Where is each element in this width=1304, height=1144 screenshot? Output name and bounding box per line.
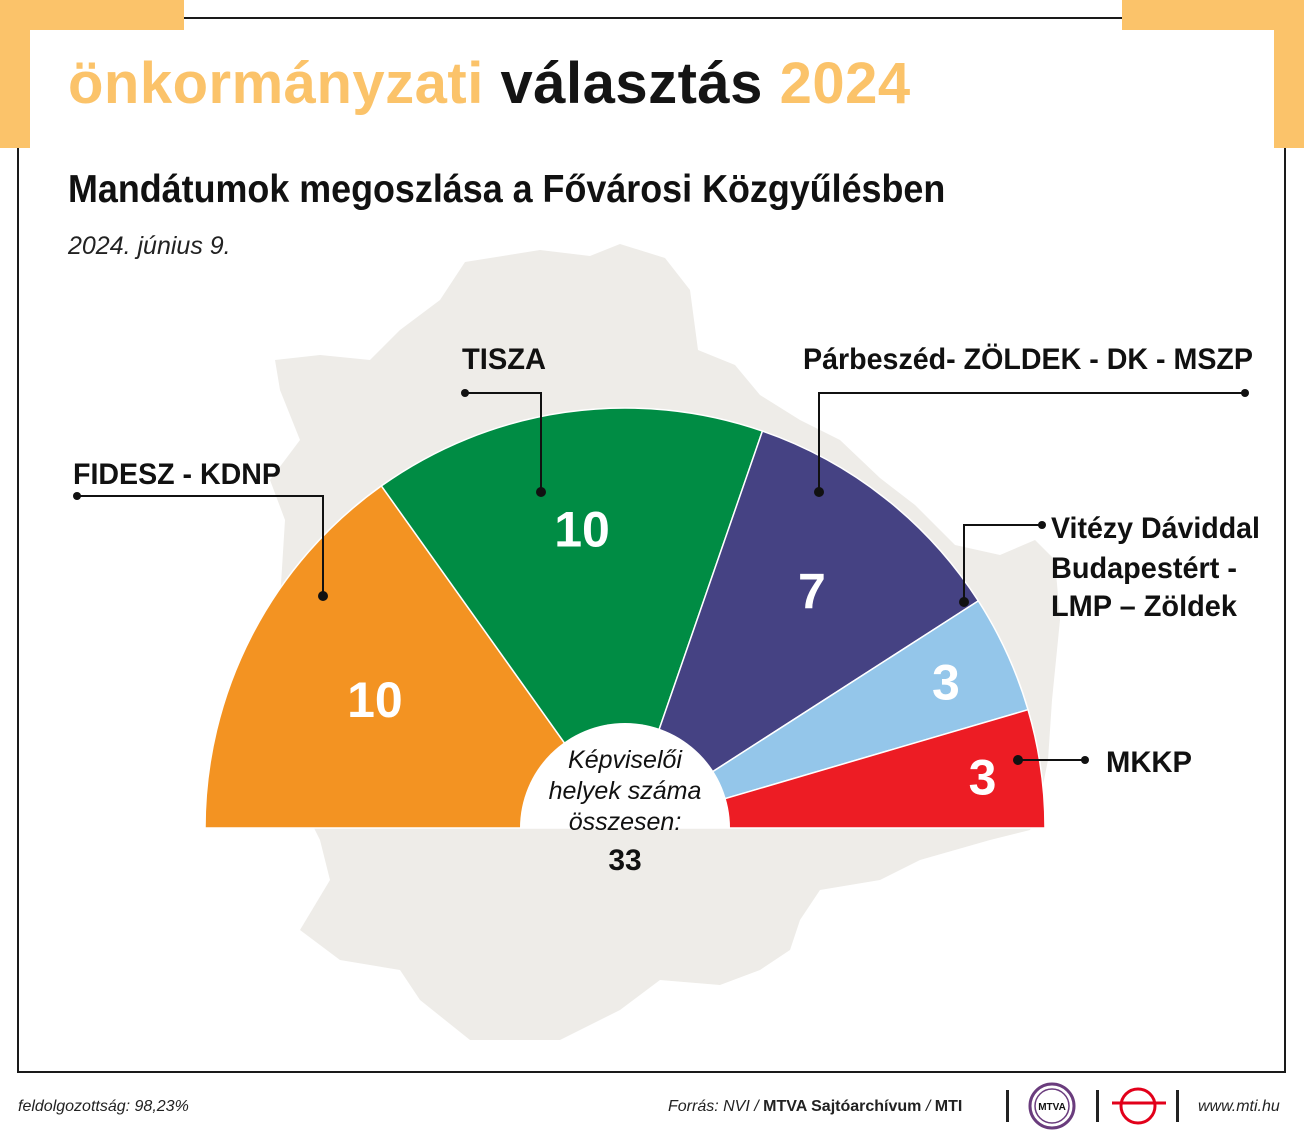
- callout-dot-vitezy: [1038, 521, 1046, 529]
- callout-dot-parbeszed: [814, 487, 824, 497]
- source-prefix: Forrás: NVI /: [668, 1098, 759, 1115]
- callouts: FIDESZ - KDNP TISZA Párbeszéd- ZÖLDEK - …: [73, 343, 1260, 779]
- callout-line-tisza: [465, 392, 542, 492]
- mti-logo-icon: [1119, 1087, 1157, 1125]
- center-label-line3: összesen:: [569, 808, 682, 836]
- legend-label-tisza: TISZA: [462, 343, 546, 376]
- source-bold: MTVA Sajtóarchívum: [763, 1098, 922, 1115]
- callout-dot-parbeszed: [1241, 389, 1249, 397]
- callout-dot-fidesz: [318, 591, 328, 601]
- center-label-line1: Képviselői: [568, 746, 683, 774]
- brand-title: önkormányzati választás 2024: [68, 50, 911, 117]
- chart-date: 2024. június 9.: [68, 232, 231, 260]
- seat-value-fidesz: 10: [347, 672, 403, 728]
- callout-line-parbeszed: [818, 392, 1245, 492]
- center-circle: [520, 723, 730, 828]
- callout-line-vitezy: [963, 524, 1042, 602]
- processed-note: feldolgozottság: 98,23%: [18, 1098, 189, 1116]
- legend-label-fidesz: FIDESZ - KDNP: [73, 458, 281, 491]
- segment-tisza: [380, 407, 764, 830]
- value-labels: 10 10 7 33: [347, 502, 996, 806]
- source-bold2: MTI: [934, 1098, 963, 1115]
- callout-dot-tisza: [536, 487, 546, 497]
- seat-value-parbeszed: 7: [798, 563, 826, 619]
- total-seats: 33: [608, 844, 641, 877]
- seat-value-tisza: 10: [554, 502, 610, 558]
- corner-right: [1122, 0, 1304, 30]
- center-label-line2: helyek száma: [549, 777, 702, 805]
- callout-line-fidesz: [77, 495, 324, 596]
- brand-part1: önkormányzati: [68, 51, 484, 116]
- callout-dot-mkkp: [1013, 755, 1023, 765]
- footer-separator: [1176, 1090, 1179, 1122]
- source-note: Forrás: NVI / MTVA Sajtóarchívum / MTI: [668, 1098, 962, 1116]
- legend-label-vitezy-line2: Budapestért -: [1051, 552, 1237, 585]
- center-hole: Képviselői helyek száma összesen: 33: [520, 723, 730, 877]
- legend-label-vitezy-line3: LMP – Zöldek: [1051, 590, 1237, 623]
- source-suffix: /: [925, 1098, 931, 1115]
- corner-left: [0, 0, 184, 30]
- seat-value-vitezy: 3: [932, 654, 960, 710]
- processed-text: feldolgozottság: 98,23%: [18, 1098, 189, 1115]
- mtva-logo-icon: [1034, 1088, 1070, 1124]
- brand-part2: választás: [500, 51, 763, 116]
- legend-label-parbeszed: Párbeszéd- ZÖLDEK - DK - MSZP: [803, 343, 1253, 376]
- callout-dot-tisza: [461, 389, 469, 397]
- chart-title: Mandátumok megoszlása a Fővárosi Közgyűl…: [68, 168, 946, 211]
- website: www.mti.hu: [1198, 1098, 1280, 1116]
- corner-left: [0, 0, 30, 148]
- mtva-logo-icon: [1028, 1082, 1076, 1130]
- website-text: www.mti.hu: [1198, 1098, 1280, 1115]
- segments: [204, 407, 1046, 830]
- segment-mkkp: [624, 708, 1046, 829]
- corner-right: [1274, 0, 1304, 148]
- footer-separator: [1006, 1090, 1009, 1122]
- legend-label-mkkp: MKKP: [1106, 746, 1192, 779]
- legend-label-vitezy-line1: Vitézy Dáviddal: [1051, 512, 1260, 545]
- footer-separator: [1096, 1090, 1099, 1122]
- callout-dot-mkkp: [1081, 756, 1089, 764]
- seat-value-mkkp: 3: [969, 750, 997, 806]
- callout-dot-fidesz: [73, 492, 81, 500]
- callout-dot-vitezy: [959, 597, 969, 607]
- brand-part3: 2024: [779, 51, 911, 116]
- mtva-logo-text: MTVA: [1038, 1102, 1066, 1113]
- segment-fidesz: [204, 484, 627, 829]
